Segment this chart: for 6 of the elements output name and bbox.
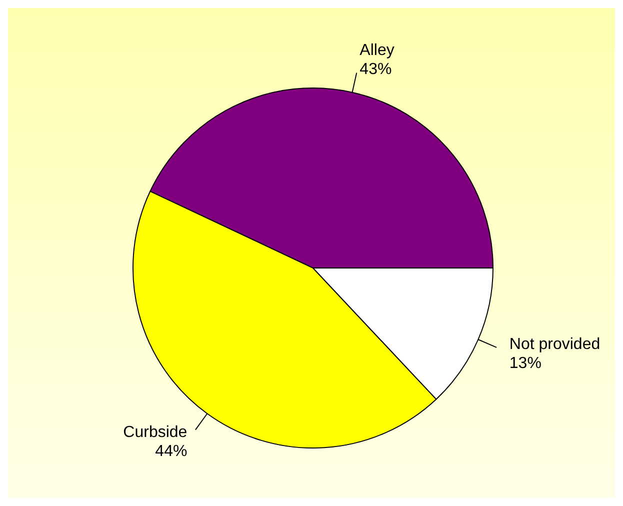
data-label: 43% — [360, 61, 392, 78]
data-label: 44% — [155, 443, 188, 460]
slice-label: Curbside — [123, 424, 188, 442]
slice-label: Alley — [360, 42, 394, 60]
slice-label: Not provided — [509, 336, 600, 353]
data-label: 13% — [509, 354, 542, 372]
